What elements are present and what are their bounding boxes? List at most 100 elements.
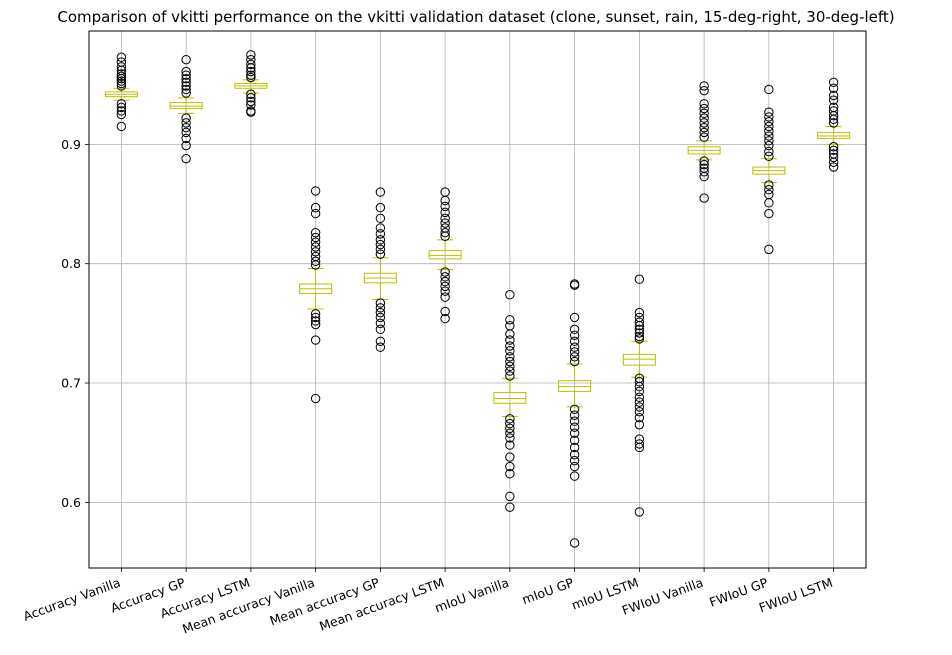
outlier-point [181,122,191,133]
outlier-point [828,111,839,121]
outlier-point [505,329,515,339]
outlier-point [440,306,450,317]
outlier-point [699,118,709,128]
outlier-point [310,186,321,196]
outlier-point [828,142,839,152]
outlier-point [116,99,127,109]
outlier-point [310,232,321,243]
outlier-point [764,151,774,162]
outlier-point [634,377,645,387]
outlier-point [181,140,191,151]
outlier-point [375,307,386,318]
box-group [687,81,721,203]
outlier-point [569,442,580,453]
outlier-point [505,433,515,443]
outlier-point [246,89,256,99]
outlier-point [764,107,774,117]
outlier-point [310,242,321,252]
outlier-point [505,414,515,424]
outlier-point [634,331,645,342]
outlier-point [634,334,645,344]
outlier-point [310,309,321,319]
outlier-point [634,386,645,397]
outlier-point [828,152,839,163]
outlier-point [310,316,321,326]
outlier-point [634,317,645,327]
y-tick-label: 0.6 [61,495,81,510]
outlier-point [569,356,580,367]
iqr-box [493,392,527,404]
outlier-point [505,341,515,351]
outlier-point [634,307,645,318]
outlier-point [505,428,515,438]
x-category-label: mIoU Vanilla [433,575,511,616]
outlier-point [246,70,256,80]
outlier-point [505,371,515,381]
outlier-point [569,347,580,357]
outlier-point [699,81,709,91]
outlier-point [375,336,386,346]
box-group [104,52,138,132]
outlier-point [246,100,256,110]
outlier-point [310,256,321,267]
outlier-point [569,280,580,290]
box-group [493,290,527,512]
box-group [558,279,592,548]
outlier-point [828,145,839,156]
outlier-point [764,185,774,195]
outlier-point [375,213,386,224]
outlier-point [764,140,774,151]
outlier-point [699,113,709,123]
outlier-point [764,198,774,208]
outlier-point [764,244,774,255]
outlier-point [699,156,709,166]
outlier-point [246,50,256,60]
outlier-point [310,335,321,345]
outlier-point [634,392,645,403]
outlier-point [699,85,709,96]
outlier-point [505,346,515,356]
outlier-point [505,361,515,372]
outlier-point [310,237,321,247]
box-group [169,54,203,164]
box-group [817,77,851,172]
box-group [752,84,786,255]
outlier-point [505,469,515,479]
outlier-point [505,290,515,300]
box-group [428,187,462,324]
outlier-point [569,404,580,414]
box-group [299,186,333,404]
outlier-point [181,74,191,84]
outlier-point [505,352,515,362]
outlier-point [828,114,839,125]
outlier-point [440,201,450,212]
outlier-point [116,78,127,89]
outlier-point [828,162,839,172]
outlier-point [569,471,580,481]
outlier-point [375,223,386,233]
outlier-point [569,461,580,472]
outlier-point [116,76,127,86]
outlier-point [116,62,127,72]
outlier-point [116,106,127,116]
outlier-point [116,69,127,79]
outlier-point [310,260,321,270]
outlier-point [505,452,515,462]
outlier-point [828,95,839,105]
outlier-point [116,52,127,62]
y-tick-label: 0.8 [61,256,81,271]
outlier-point [310,312,321,323]
y-tick-label: 0.7 [61,376,81,391]
outlier-point [310,227,321,238]
outlier-point [181,133,191,144]
outlier-point [699,103,709,114]
outlier-point [440,313,450,324]
outlier-point [569,312,580,323]
outlier-point [569,435,580,446]
outlier-point [764,116,774,127]
outlier-point [116,74,127,84]
outlier-point [505,356,515,367]
outlier-point [440,267,450,277]
iqr-box [558,380,592,392]
plot-frame [88,30,867,569]
